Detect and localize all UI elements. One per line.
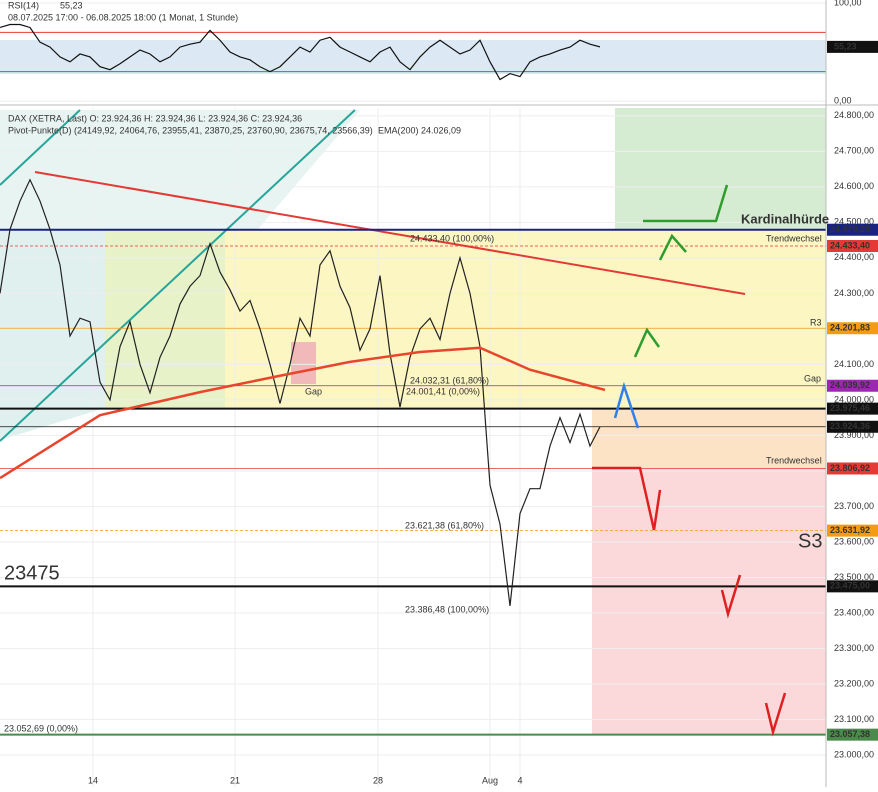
legend-entry: EMA(200) 24.026,09 [378, 125, 461, 135]
arrow [764, 692, 787, 737]
header-text: Pivot-Punkte(D) (24149,92, 24064,76, 239… [8, 125, 373, 135]
level-label: 23.924,36 [830, 421, 870, 431]
level-box [827, 728, 878, 741]
arrow [643, 184, 729, 223]
level-box [827, 240, 878, 253]
y-tick-label: 23.700,00 [834, 501, 874, 511]
x-tick-label: 14 [88, 775, 98, 785]
y-tick-label: 24.800,00 [834, 110, 874, 120]
range-zone [105, 230, 826, 408]
y-tick-label: 24.000,00 [834, 394, 874, 404]
y-tick-label: 23.900,00 [834, 430, 874, 440]
x-tick-label: Aug [482, 775, 498, 785]
y-tick-label: 24.400,00 [834, 252, 874, 262]
channel-line [0, 109, 81, 186]
header-text: 08.07.2025 17:00 - 06.08.2025 18:00 (1 M… [8, 12, 238, 22]
arrow [613, 381, 640, 429]
annotation: 23475 [4, 562, 60, 584]
level-box [827, 402, 878, 415]
header-text: DAX (XETRA, Last) O: 23.924,36 H: 23.924… [8, 113, 302, 123]
annotation: 24.001,41 (0,00%) [406, 386, 480, 396]
arrow [592, 466, 662, 531]
y-tick-label: 23.600,00 [834, 536, 874, 546]
y-tick-label: 24.700,00 [834, 146, 874, 156]
annotation: 23.386,48 (100,00%) [405, 604, 489, 614]
price-line [0, 178, 601, 606]
annotation: Gap [804, 373, 821, 383]
y-tick-label: 23.000,00 [834, 749, 874, 759]
trend-line [34, 171, 746, 295]
y-tick-label: 23.100,00 [834, 714, 874, 724]
annotation: 24.433,40 (100,00%) [410, 233, 494, 243]
series-line [0, 346, 606, 480]
rsi-zone [0, 40, 826, 74]
level-label: 23.975,46 [830, 403, 870, 413]
level-label: 23.631,92 [830, 525, 870, 535]
y-tick-label: 24.600,00 [834, 181, 874, 191]
level-label: 23.057,38 [830, 729, 870, 739]
arrow [720, 574, 742, 619]
level-box [827, 462, 878, 475]
level-box [827, 223, 878, 236]
annotation: Kardinalhürde [741, 211, 829, 226]
level-label: 23.475,00 [830, 581, 870, 591]
arrow [633, 327, 661, 358]
arrow [658, 233, 687, 261]
level-label: 24.039,92 [830, 380, 870, 390]
y-tick-label: 0,00 [834, 95, 852, 105]
y-tick-label: 24.300,00 [834, 288, 874, 298]
x-tick-label: 21 [230, 775, 240, 785]
y-tick-label: 23.500,00 [834, 572, 874, 582]
annotation: Trendwechsel [766, 233, 822, 243]
header-text: 55,23 [60, 0, 83, 10]
x-tick-label: 28 [373, 775, 383, 785]
warn-zone [592, 408, 826, 468]
series-line [0, 23, 601, 81]
level-box [827, 420, 878, 433]
annotation: 24.032,31 (61,80%) [410, 375, 489, 385]
y-tick-label: 24.100,00 [834, 359, 874, 369]
annotation: Trendwechsel [766, 455, 822, 465]
risk-zone [592, 468, 826, 735]
level-box [827, 379, 878, 392]
current-label: 55,23 [834, 41, 857, 51]
gap-box [291, 342, 316, 384]
level-label: 24.201,83 [830, 323, 870, 333]
annotation: Gap [305, 386, 322, 396]
range-zone [105, 230, 225, 408]
level-box [827, 580, 878, 593]
header-text: RSI(14) [8, 0, 39, 10]
y-tick-label: 23.300,00 [834, 643, 874, 653]
y-tick-label: 24.500,00 [834, 217, 874, 227]
annotation: 23.052,69 (0,00%) [4, 723, 78, 733]
level-box [827, 524, 878, 537]
current-box [827, 40, 878, 53]
level-label: 24.479,20 [830, 224, 870, 234]
level-label: 24.433,40 [830, 240, 870, 250]
annotation: S3 [798, 530, 822, 552]
annotation: 23.621,38 (61,80%) [405, 520, 484, 530]
annotation: R3 [810, 317, 822, 327]
y-tick-label: 23.200,00 [834, 678, 874, 688]
x-tick-label: 4 [517, 775, 522, 785]
level-box [827, 322, 878, 335]
y-tick-label: 100,00 [834, 0, 862, 7]
y-tick-label: 23.400,00 [834, 607, 874, 617]
level-label: 23.806,92 [830, 463, 870, 473]
